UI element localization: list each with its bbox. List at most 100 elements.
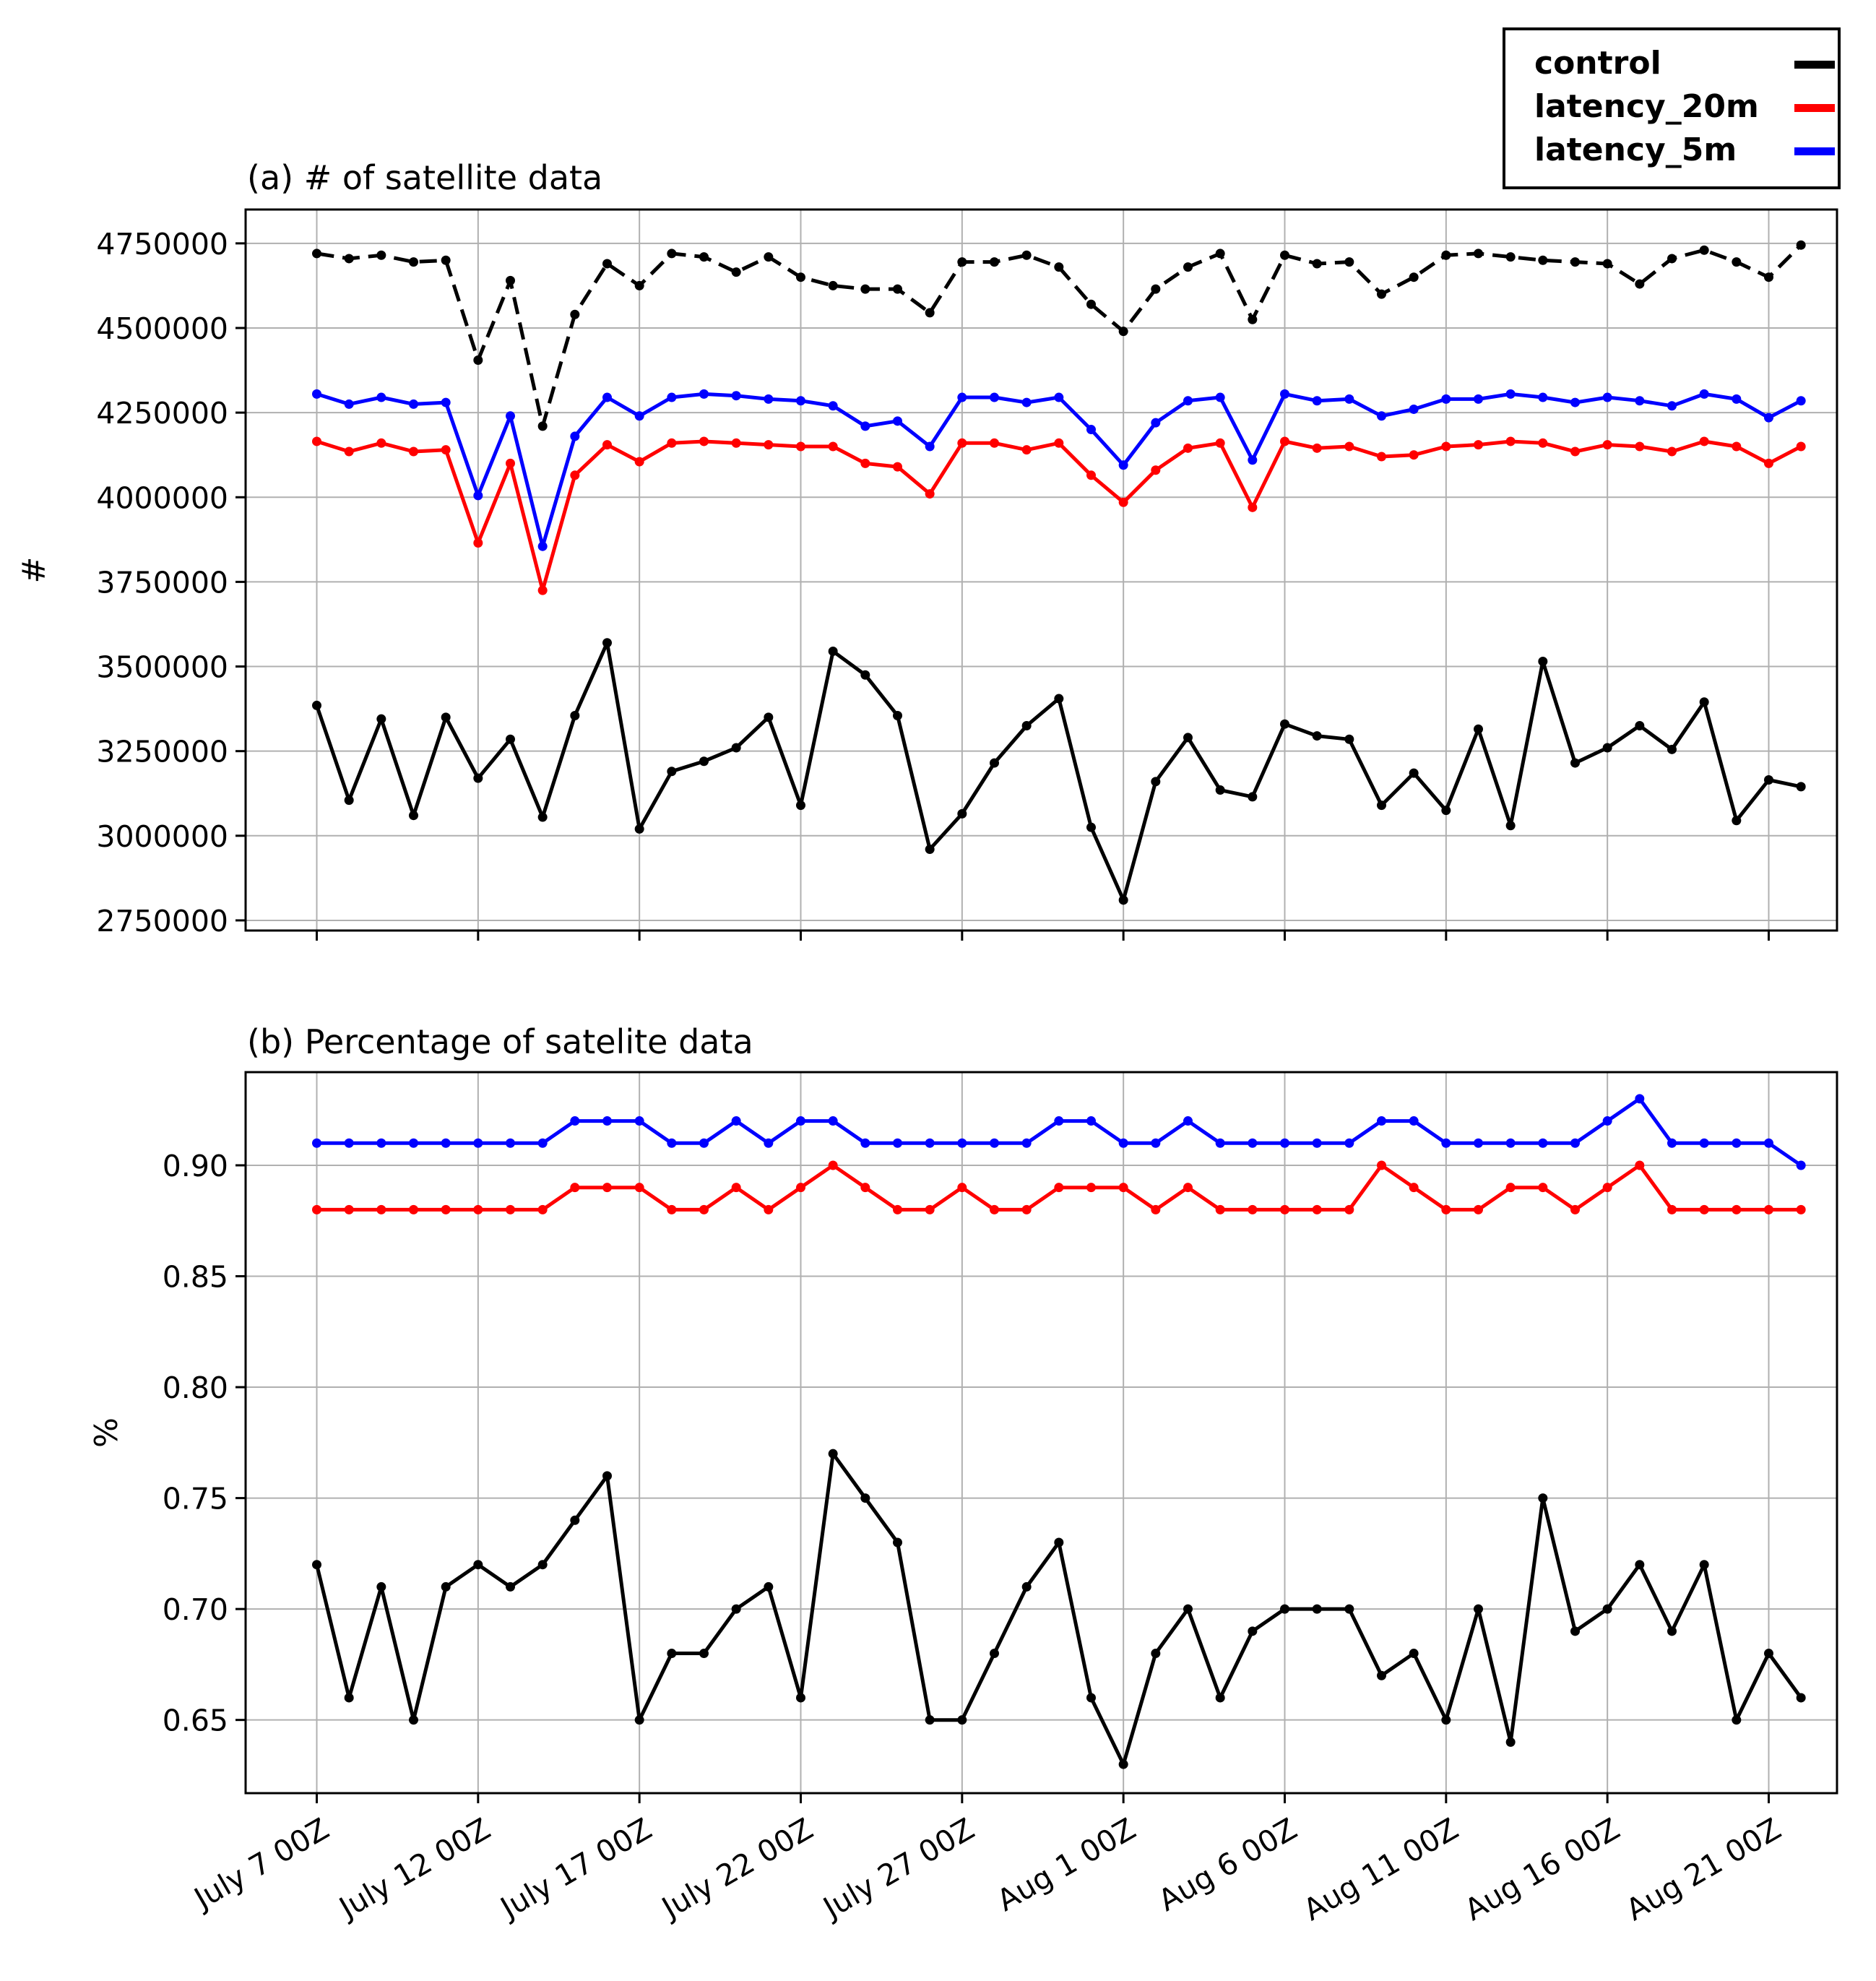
data-point <box>1667 1626 1677 1636</box>
data-point <box>1086 425 1096 435</box>
data-point <box>764 252 774 262</box>
data-point <box>828 1160 838 1170</box>
data-point <box>731 743 741 753</box>
chart-title: (a) # of satellite data <box>247 158 602 197</box>
data-point <box>1699 389 1709 399</box>
plot-frame <box>244 1071 1838 1795</box>
data-point <box>731 438 741 448</box>
data-point <box>1409 1116 1419 1126</box>
y-tick-label: 0.75 <box>163 1482 228 1516</box>
data-point <box>1667 401 1677 411</box>
data-point <box>634 1715 644 1725</box>
y-tick-label: 4500000 <box>96 311 228 346</box>
series-control <box>312 1449 1806 1769</box>
data-point <box>1570 758 1580 768</box>
data-point <box>409 257 418 267</box>
data-point <box>1732 441 1742 452</box>
y-tick-label: 4000000 <box>96 480 228 515</box>
data-point <box>1377 452 1386 462</box>
data-point <box>667 1649 677 1659</box>
data-point <box>1570 397 1580 407</box>
data-point <box>1248 314 1258 324</box>
data-point <box>1280 1604 1289 1614</box>
data-point <box>602 440 612 450</box>
legend-label: latency_20m <box>1534 88 1759 125</box>
data-point <box>1732 1204 1742 1214</box>
data-point <box>925 1138 935 1148</box>
data-point <box>699 436 709 446</box>
data-point <box>731 1183 741 1193</box>
data-point <box>1151 1204 1161 1214</box>
data-point <box>634 280 644 290</box>
series-line <box>316 1097 1802 1168</box>
data-point <box>796 1183 805 1193</box>
data-point <box>344 795 354 806</box>
data-point <box>1764 1138 1773 1148</box>
data-point <box>1635 396 1645 406</box>
data-point <box>312 1138 321 1148</box>
x-tick-label: July 27 00Z <box>816 1811 980 1926</box>
data-point <box>1021 721 1032 731</box>
data-point <box>1183 1183 1193 1193</box>
series-line <box>316 392 1802 548</box>
series-latency-20m <box>312 436 1806 595</box>
data-point <box>957 392 967 402</box>
data-point <box>1118 327 1128 337</box>
data-point <box>1183 396 1193 406</box>
data-point <box>1474 1604 1483 1614</box>
data-point <box>1021 1581 1032 1592</box>
data-point <box>1151 777 1161 787</box>
data-point <box>1215 438 1225 448</box>
data-point <box>1183 443 1193 453</box>
data-point <box>1441 441 1451 452</box>
data-point <box>1505 436 1516 446</box>
data-point <box>1344 1604 1354 1614</box>
data-point <box>602 1471 612 1481</box>
y-tick-label: 2750000 <box>96 904 228 938</box>
data-point <box>602 1183 612 1193</box>
data-point <box>441 397 451 407</box>
data-point <box>473 355 483 366</box>
data-point <box>1505 1737 1516 1747</box>
data-point <box>312 389 321 399</box>
data-point <box>893 1537 902 1548</box>
data-point <box>1602 440 1612 450</box>
data-point <box>925 1204 935 1214</box>
data-point <box>506 734 515 744</box>
data-point <box>1021 250 1032 260</box>
y-tick-label: 4750000 <box>96 227 228 262</box>
data-point <box>699 389 709 399</box>
data-point <box>893 462 902 472</box>
data-point <box>537 812 548 822</box>
data-point <box>376 438 386 448</box>
data-point <box>1602 743 1612 753</box>
y-tick-label: 3750000 <box>96 565 228 600</box>
data-point <box>1699 245 1709 255</box>
data-point <box>1215 1204 1225 1214</box>
data-point <box>1086 1116 1096 1126</box>
data-point <box>1796 240 1806 250</box>
data-point <box>1409 1649 1419 1659</box>
data-point <box>1796 1204 1806 1214</box>
data-point <box>376 1581 386 1592</box>
series-control-total- <box>312 240 1806 431</box>
data-point <box>1602 259 1612 269</box>
data-point <box>1732 816 1742 826</box>
data-point <box>1667 744 1677 754</box>
data-point <box>990 1649 999 1659</box>
data-point <box>1409 1183 1419 1193</box>
data-point <box>1151 1138 1161 1148</box>
data-point <box>699 252 709 262</box>
data-point <box>1667 1204 1677 1214</box>
data-point <box>1054 694 1064 704</box>
y-tick-label: 3250000 <box>96 735 228 769</box>
data-point <box>1151 284 1161 294</box>
data-point <box>925 489 935 499</box>
data-point <box>1021 397 1032 407</box>
data-point <box>344 1204 354 1214</box>
data-point <box>441 1581 451 1592</box>
data-point <box>1215 1693 1225 1703</box>
data-point <box>473 1138 483 1148</box>
data-point <box>1280 1138 1289 1148</box>
